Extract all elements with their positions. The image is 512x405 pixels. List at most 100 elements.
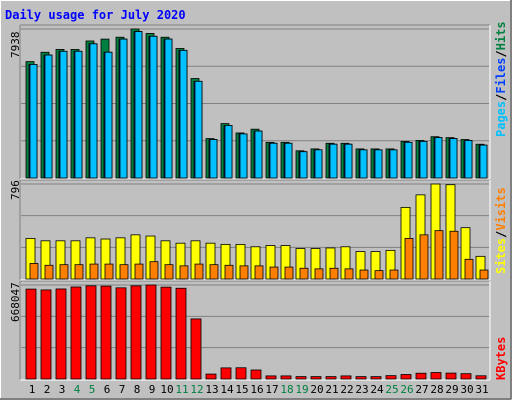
kbytes-bar	[340, 375, 352, 380]
pages-bar	[164, 38, 173, 179]
kbytes-bar	[460, 373, 472, 380]
visits-bar	[164, 264, 174, 280]
legend-files: Files	[494, 58, 508, 94]
pages-bar	[344, 143, 353, 179]
x-tick-label: 24	[370, 383, 384, 396]
kbytes-bar	[85, 285, 97, 380]
visits-bar	[374, 270, 384, 280]
hits-ymax-label: 7938	[9, 32, 22, 59]
pages-bar	[314, 149, 323, 179]
x-tick-label: 18	[280, 383, 293, 396]
visits-bar	[149, 261, 159, 280]
x-tick-label: 4	[74, 383, 81, 396]
visits-bar	[179, 265, 189, 280]
pages-bar	[269, 142, 278, 179]
pages-bar	[29, 64, 38, 179]
kbytes-bar	[160, 286, 172, 380]
pages-bar	[284, 142, 293, 179]
visits-bar	[269, 266, 279, 280]
legend-visits: Visits	[494, 187, 508, 230]
x-tick-label: 1	[29, 383, 36, 396]
pages-bar	[209, 139, 218, 179]
visits-bar	[44, 264, 54, 280]
pages-bar	[134, 31, 143, 179]
x-tick-label: 11	[175, 383, 188, 396]
pages-bar	[89, 43, 98, 179]
visits-bar	[464, 258, 474, 280]
pages-bar	[374, 149, 383, 179]
kbytes-bar	[55, 288, 67, 380]
x-tick-label: 6	[104, 383, 111, 396]
pages-bar	[119, 38, 128, 179]
pages-bar	[44, 54, 53, 179]
x-tick-label: 9	[149, 383, 156, 396]
kbytes-bar	[445, 372, 457, 380]
pages-bar	[59, 50, 68, 179]
visits-bar	[59, 264, 69, 280]
pages-bar	[464, 140, 473, 179]
visits-bar	[89, 263, 99, 280]
kbytes-bar	[235, 367, 247, 380]
legend-sep-1: /	[494, 94, 508, 101]
kbytes-bar	[280, 375, 292, 380]
x-tick-label: 17	[265, 383, 278, 396]
visits-bar	[74, 264, 84, 280]
pages-bar	[479, 144, 488, 179]
pages-bar	[359, 149, 368, 179]
legend-visits-sites: Sites/Visits	[494, 187, 508, 274]
kbytes-bar	[295, 376, 307, 380]
legend-hits: Hits	[494, 21, 508, 50]
x-tick-label: 15	[235, 383, 248, 396]
x-tick-label: 2	[44, 383, 51, 396]
kbytes-bar	[145, 284, 157, 380]
x-tick-label: 28	[430, 383, 443, 396]
visits-bar	[419, 234, 429, 280]
visits-bar	[104, 263, 114, 280]
pages-bar	[329, 143, 338, 179]
x-tick-label: 25	[385, 383, 398, 396]
visits-bar	[449, 230, 459, 280]
x-tick-label: 26	[400, 383, 413, 396]
kbytes-bar	[385, 375, 397, 380]
pages-bar	[194, 80, 203, 179]
visits-sites-panel	[19, 179, 491, 281]
kbytes-bar	[265, 375, 277, 380]
kbytes-bar	[400, 374, 412, 380]
kbytes-bar	[205, 373, 217, 380]
x-tick-label: 21	[325, 383, 338, 396]
pages-bar	[239, 133, 248, 179]
visits-bar	[284, 266, 294, 280]
pages-bar	[179, 49, 188, 179]
x-tick-label: 14	[220, 383, 234, 396]
pages-bar	[149, 35, 158, 179]
legend-sep-3: /	[494, 231, 508, 238]
sites-ymax-label: 796	[9, 180, 22, 200]
visits-bar	[209, 264, 219, 280]
pages-bar	[254, 130, 263, 179]
kbytes-bar	[370, 376, 382, 380]
x-tick-label: 7	[119, 383, 126, 396]
visits-bar	[434, 230, 444, 280]
visits-bar	[344, 268, 354, 280]
x-tick-label: 30	[460, 383, 473, 396]
visits-bar	[119, 264, 129, 280]
kbytes-bar	[115, 287, 127, 380]
kbytes-bar	[415, 372, 427, 380]
x-tick-label: 27	[415, 383, 428, 396]
pages-bar	[404, 141, 413, 179]
x-tick-label: 8	[134, 383, 141, 396]
pages-bar	[299, 151, 308, 179]
kbytes-bar	[130, 285, 142, 380]
pages-bar	[449, 138, 458, 179]
x-tick-label: 3	[59, 383, 66, 396]
x-tick-label: 13	[205, 383, 218, 396]
pages-bar	[74, 50, 83, 179]
legend-kbytes: KBytes	[494, 337, 508, 380]
kbytes-bar	[190, 318, 202, 380]
visits-bar	[359, 269, 369, 280]
kbytes-bar	[100, 285, 112, 380]
visits-bar	[404, 238, 414, 280]
x-tick-label: 31	[475, 383, 488, 396]
x-tick-label: 5	[89, 383, 96, 396]
